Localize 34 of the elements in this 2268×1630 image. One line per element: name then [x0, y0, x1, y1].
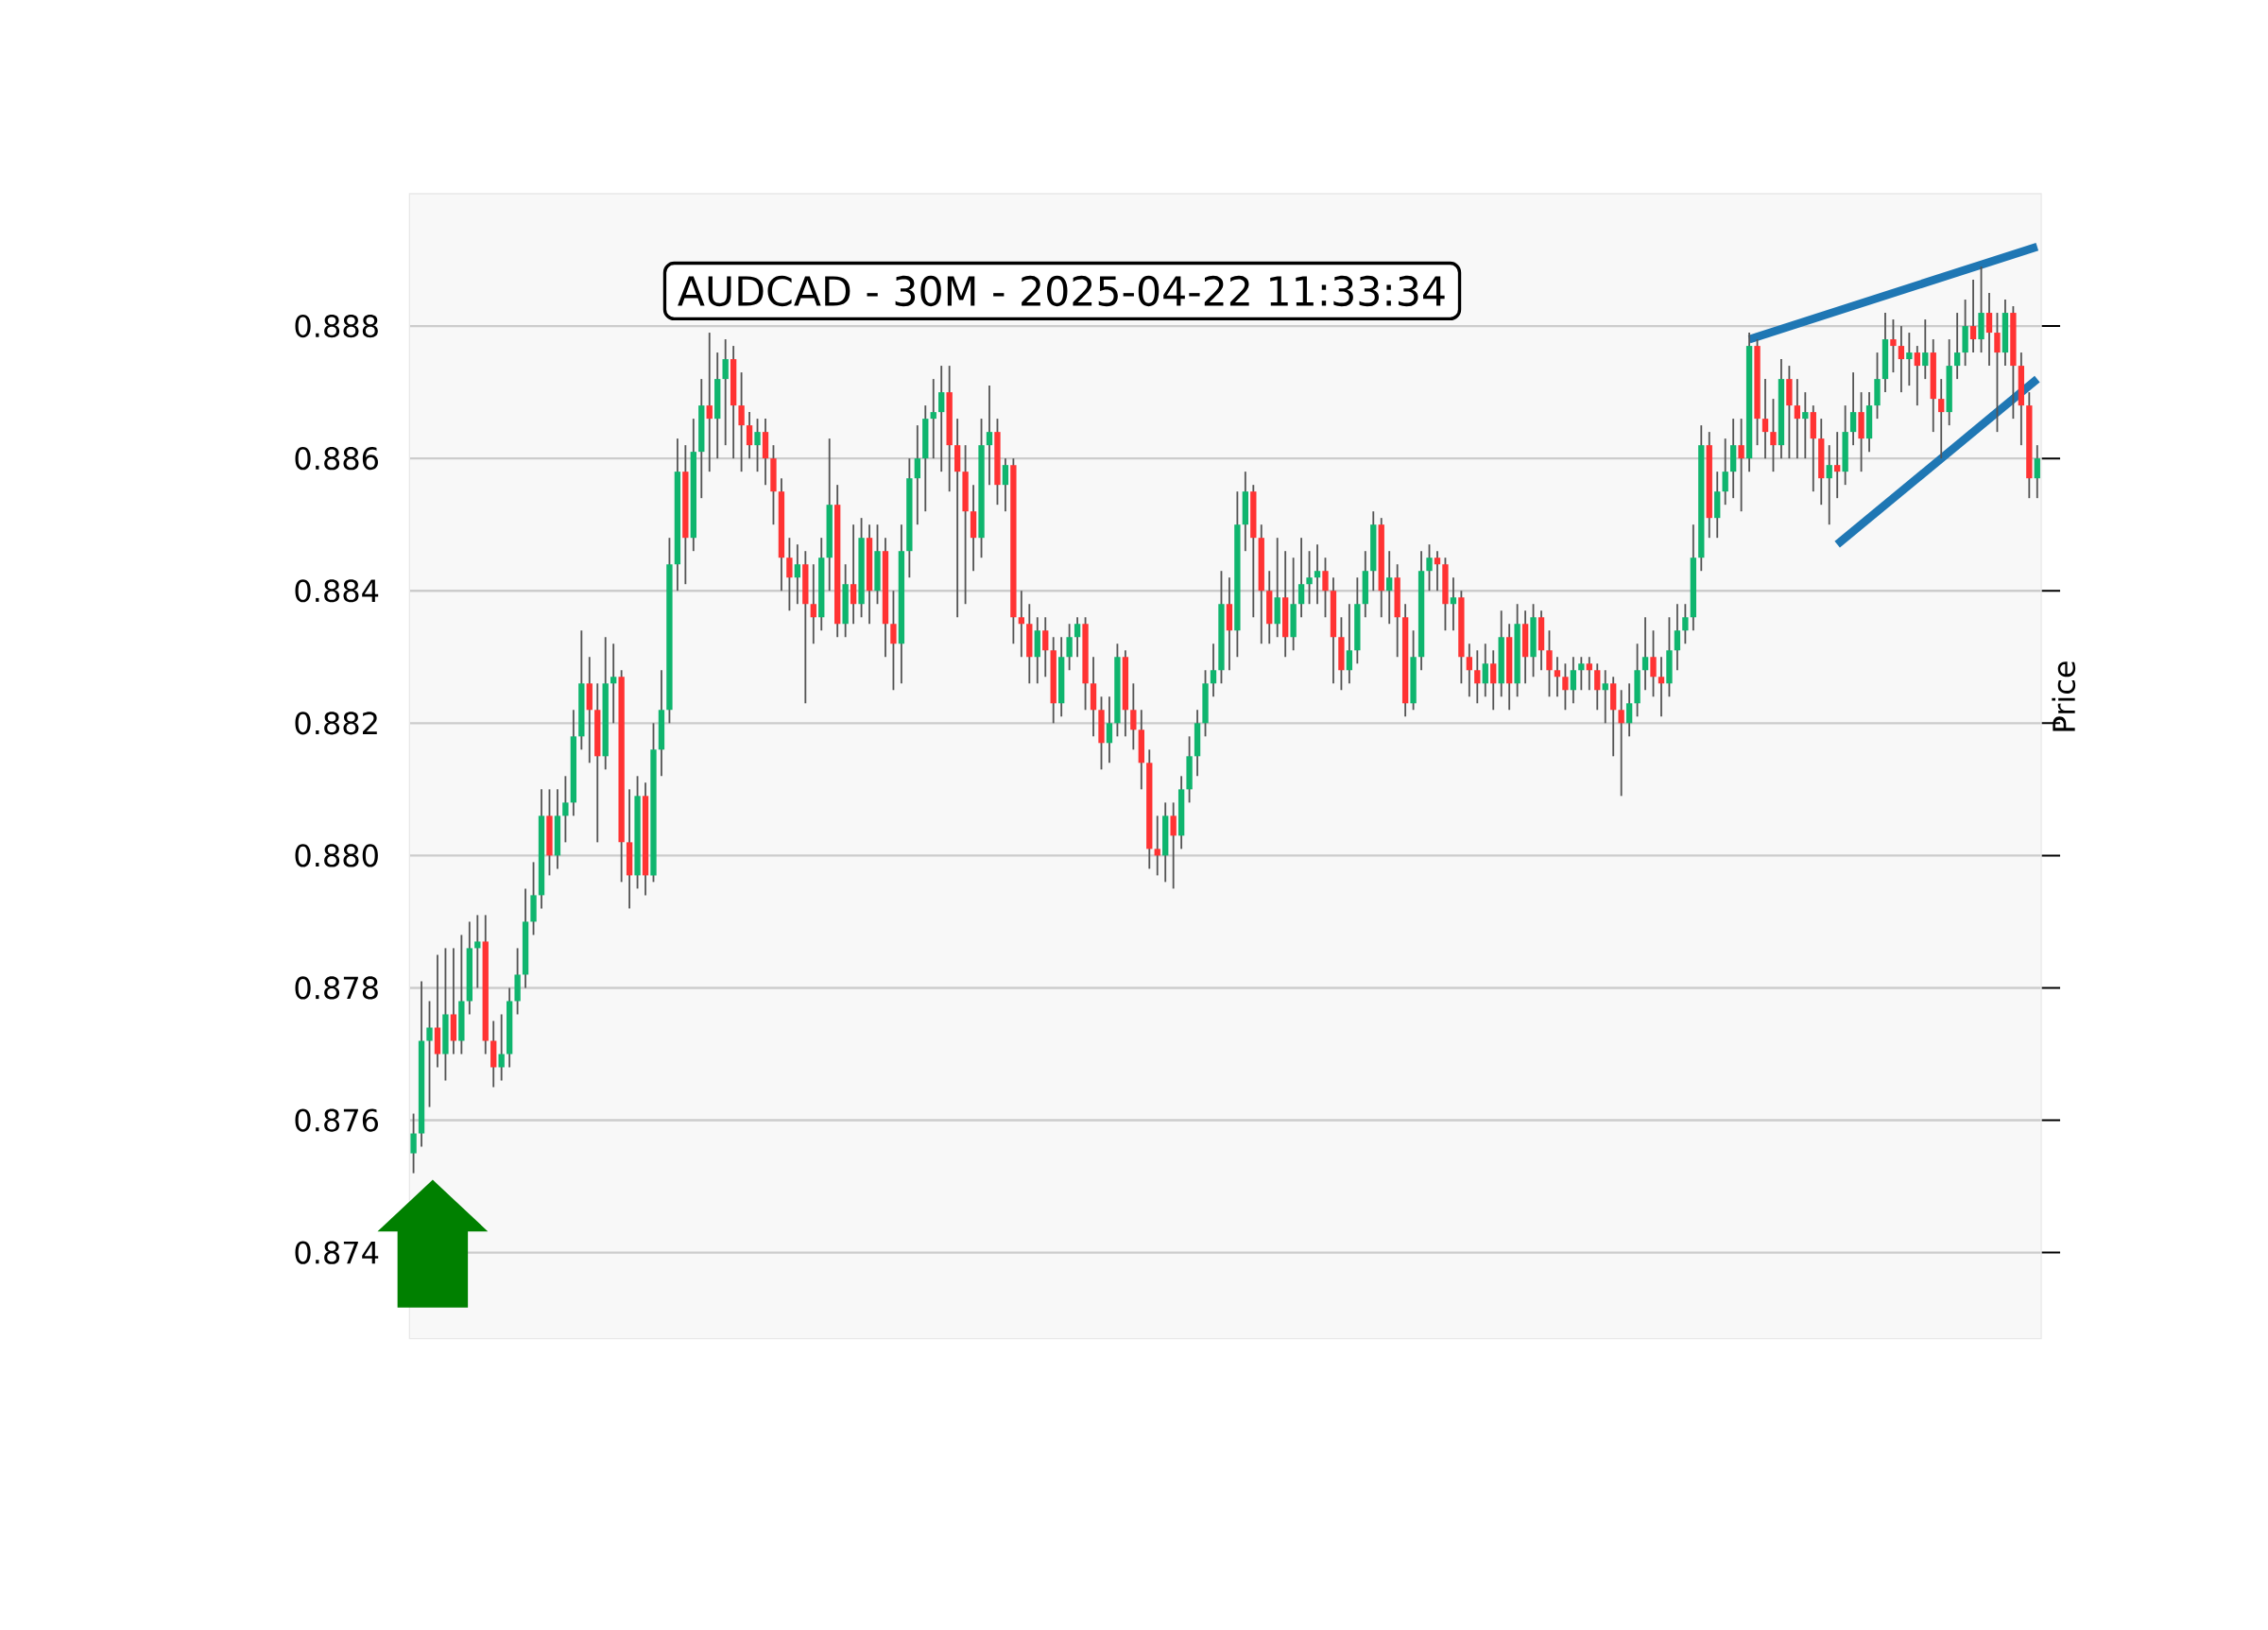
candlestick [1018, 590, 1025, 659]
y-tick-label: 0.884 [295, 579, 379, 603]
candlestick [1738, 418, 1744, 513]
candlestick [1314, 543, 1321, 606]
y-tick-label: 0.880 [295, 844, 378, 867]
candlestick [1306, 550, 1313, 606]
candlestick [1802, 391, 1809, 460]
candlestick [1602, 669, 1608, 725]
candlestick [1450, 576, 1457, 632]
y-tick-label: 0.876 [295, 1108, 378, 1132]
candlestick [1154, 815, 1160, 877]
y-tick-label: 0.874 [295, 1241, 379, 1264]
candlestick [930, 378, 936, 460]
candlestick [986, 385, 993, 487]
candlestick [1658, 656, 1665, 718]
candlestick [1761, 378, 1769, 460]
y-tick-label: 0.886 [295, 447, 378, 471]
candlestick [1890, 318, 1897, 374]
text: AUDCAD - 30M - 2025-04-22 11:33:34 [678, 275, 1445, 307]
candlestick [1834, 431, 1841, 500]
candlestick [1434, 550, 1441, 592]
y-tick-label: 0.888 [295, 314, 378, 338]
candlestick [1618, 689, 1624, 798]
candlestick [610, 643, 617, 725]
candlestick [474, 914, 481, 989]
candlestick [1554, 656, 1561, 698]
y-tick-label: 0.878 [295, 976, 378, 1000]
candlestick [1794, 378, 1801, 460]
y-tick-label: 0.882 [295, 712, 377, 735]
y-axis-title: Price [2052, 661, 2076, 731]
candlestick [1906, 332, 1913, 387]
candlestick [426, 1000, 433, 1108]
candlestick [706, 332, 713, 473]
candlestick [810, 563, 816, 645]
